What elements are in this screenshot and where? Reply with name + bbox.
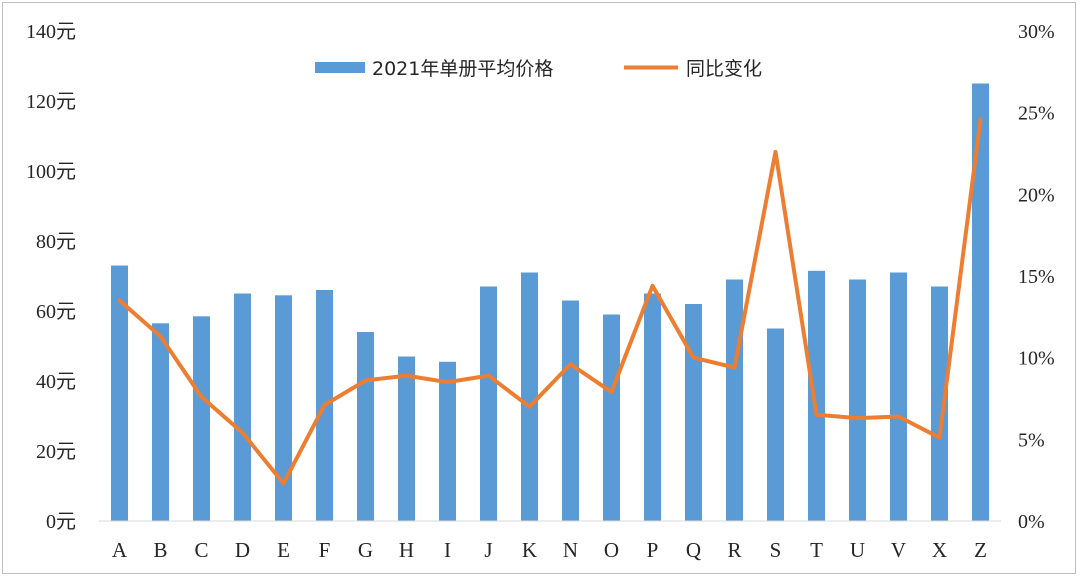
y-axis-left-ticks: 0元 20元 40元 60元 80元 100元 120元 140元 <box>26 21 76 533</box>
bar-S <box>767 328 784 521</box>
bar-V <box>890 272 907 521</box>
bar-U <box>849 279 866 521</box>
x-tick-label: Z <box>974 538 987 562</box>
bar-H <box>398 356 415 521</box>
y-right-tick-label: 30% <box>1018 21 1055 43</box>
bar-A <box>111 265 128 521</box>
bar-N <box>562 300 579 521</box>
x-tick-label: O <box>604 538 619 562</box>
x-tick-label: Q <box>686 538 701 562</box>
legend: 2021年单册平均价格 同比变化 <box>315 58 762 80</box>
y-right-tick-label: 20% <box>1018 184 1055 206</box>
y-left-tick-label: 60元 <box>36 301 76 323</box>
line-series <box>117 117 983 486</box>
y-right-tick-label: 15% <box>1018 266 1055 288</box>
x-tick-label: F <box>319 538 331 562</box>
y-right-tick-label: 0% <box>1018 511 1045 533</box>
x-tick-label: G <box>358 538 373 562</box>
bar-Z <box>972 83 989 521</box>
x-tick-label: D <box>235 538 250 562</box>
x-tick-label: H <box>399 538 414 562</box>
bar-T <box>808 270 825 522</box>
y-left-tick-label: 140元 <box>26 21 76 43</box>
bar-series <box>111 83 989 522</box>
y-left-tick-label: 20元 <box>36 441 76 463</box>
bar-G <box>357 332 374 521</box>
legend-label-bar: 2021年单册平均价格 <box>372 58 553 80</box>
legend-swatch-bar <box>315 62 365 73</box>
bar-P <box>644 293 661 521</box>
bar-E <box>275 295 292 522</box>
x-tick-label: E <box>277 538 290 562</box>
bar-X <box>931 286 948 521</box>
x-tick-label: N <box>563 538 578 562</box>
bar-I <box>439 361 456 522</box>
x-tick-label: P <box>647 538 659 562</box>
x-tick-label: A <box>112 538 128 562</box>
x-tick-label: I <box>444 538 451 562</box>
x-tick-label: U <box>850 538 865 562</box>
y-left-tick-label: 40元 <box>36 371 76 393</box>
y-left-tick-label: 120元 <box>26 91 76 113</box>
bar-B <box>152 323 169 522</box>
bar-K <box>521 272 538 521</box>
bar-D <box>234 293 251 521</box>
x-tick-label: J <box>484 538 492 562</box>
bar-C <box>193 316 210 522</box>
y-right-tick-label: 10% <box>1018 348 1055 370</box>
legend-label-line: 同比变化 <box>686 58 762 80</box>
y-right-tick-label: 25% <box>1018 103 1055 125</box>
bar-J <box>480 286 497 521</box>
bar-Q <box>685 304 702 521</box>
x-tick-label: B <box>153 538 167 562</box>
bar-R <box>726 279 743 521</box>
x-tick-label: R <box>727 538 741 562</box>
y-left-tick-label: 100元 <box>26 161 76 183</box>
x-tick-label: S <box>770 538 782 562</box>
bar-O <box>603 314 620 521</box>
x-tick-label: T <box>810 538 823 562</box>
x-tick-label: K <box>522 538 537 562</box>
y-left-tick-label: 80元 <box>36 231 76 253</box>
y-right-tick-label: 5% <box>1018 429 1045 451</box>
y-axis-right-ticks: 0% 5% 10% 15% 20% 25% 30% <box>1018 21 1055 533</box>
x-tick-label: V <box>891 538 906 562</box>
x-tick-label: C <box>194 538 208 562</box>
y-left-tick-label: 0元 <box>46 511 76 533</box>
x-tick-label: X <box>932 538 947 562</box>
